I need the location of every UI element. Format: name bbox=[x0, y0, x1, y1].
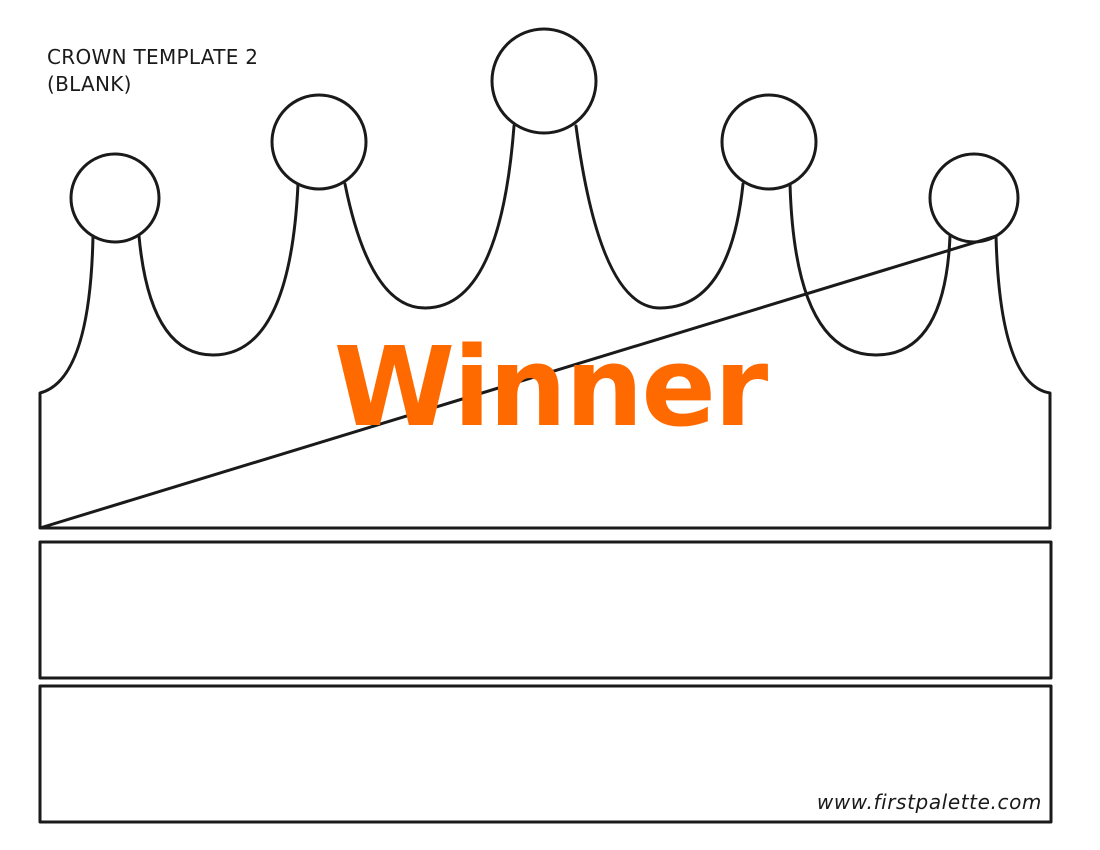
headband-strip-1 bbox=[38, 540, 1053, 680]
crown-body bbox=[38, 124, 1052, 530]
headband-strip-2 bbox=[38, 684, 1053, 824]
crown-jewel-1 bbox=[69, 152, 161, 244]
crown-jewel-4 bbox=[720, 93, 818, 191]
template-title-line-2: (BLANK) bbox=[47, 72, 132, 96]
crown-jewel-2 bbox=[270, 93, 368, 191]
footer-url: www.firstpalette.com bbox=[816, 790, 1042, 814]
crown-text: Winner bbox=[333, 323, 769, 451]
template-title-line-1: CROWN TEMPLATE 2 bbox=[47, 45, 259, 69]
template-title: CROWN TEMPLATE 2 (BLANK) bbox=[47, 44, 258, 98]
crown-jewel-3 bbox=[490, 27, 598, 135]
crown-jewel-5 bbox=[928, 152, 1020, 244]
